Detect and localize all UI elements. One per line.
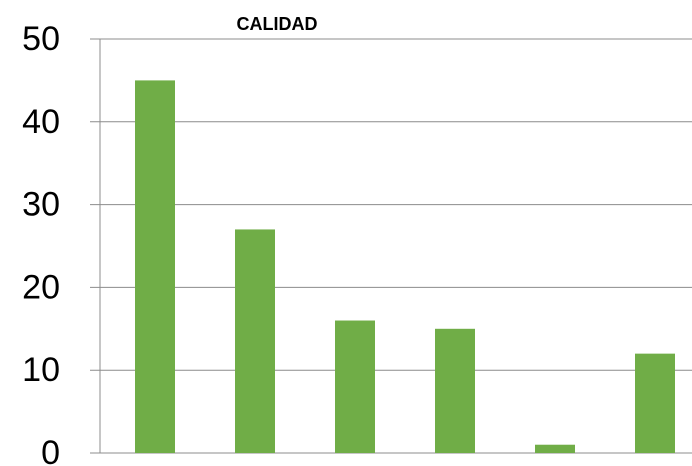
bar bbox=[635, 353, 675, 453]
y-tick-label: 40 bbox=[22, 103, 60, 141]
chart-title: CALIDAD bbox=[237, 14, 318, 34]
y-tick-label: 20 bbox=[22, 268, 60, 306]
y-tick-label: 50 bbox=[22, 20, 60, 58]
bar bbox=[335, 320, 375, 453]
y-tick-label: 0 bbox=[41, 434, 60, 466]
y-tick-label: 30 bbox=[22, 186, 60, 224]
bar bbox=[135, 80, 175, 454]
bar bbox=[435, 328, 475, 453]
y-tick-label: 10 bbox=[22, 351, 60, 389]
bar bbox=[235, 229, 275, 453]
bar bbox=[535, 444, 575, 453]
